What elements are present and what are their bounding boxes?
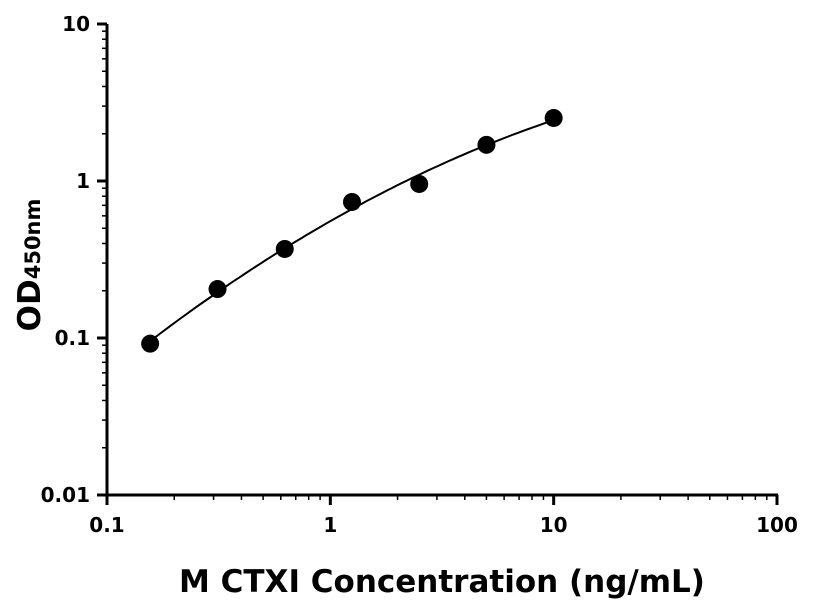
y-tick-label: 0.01	[41, 483, 90, 507]
data-point	[342, 192, 361, 211]
x-tick-label: 0.1	[89, 513, 124, 537]
data-point	[208, 280, 227, 299]
data-point	[275, 239, 294, 258]
x-tick-label: 1	[323, 513, 337, 537]
fit-curve	[149, 119, 555, 342]
y-tick-label: 1	[76, 169, 90, 193]
tick-labels: 0.1 1 10 100 0.01 0.1 1 10	[41, 12, 798, 537]
data-point	[544, 108, 563, 127]
data-points	[141, 108, 563, 353]
y-axis-label-subscript: 450nm	[21, 199, 45, 280]
x-axis-label: M CTXI Concentration (ng/mL)	[179, 564, 705, 600]
y-tick-label: 0.1	[55, 326, 90, 350]
axes	[97, 22, 779, 505]
data-point	[410, 174, 429, 193]
data-point	[141, 334, 160, 353]
x-tick-label: 10	[540, 513, 568, 537]
x-tick-label: 100	[756, 513, 798, 537]
y-axis-label: OD450nm	[12, 199, 48, 332]
y-tick-label: 10	[62, 12, 90, 36]
y-axis-label-main: OD	[12, 279, 48, 331]
data-point	[477, 135, 496, 154]
